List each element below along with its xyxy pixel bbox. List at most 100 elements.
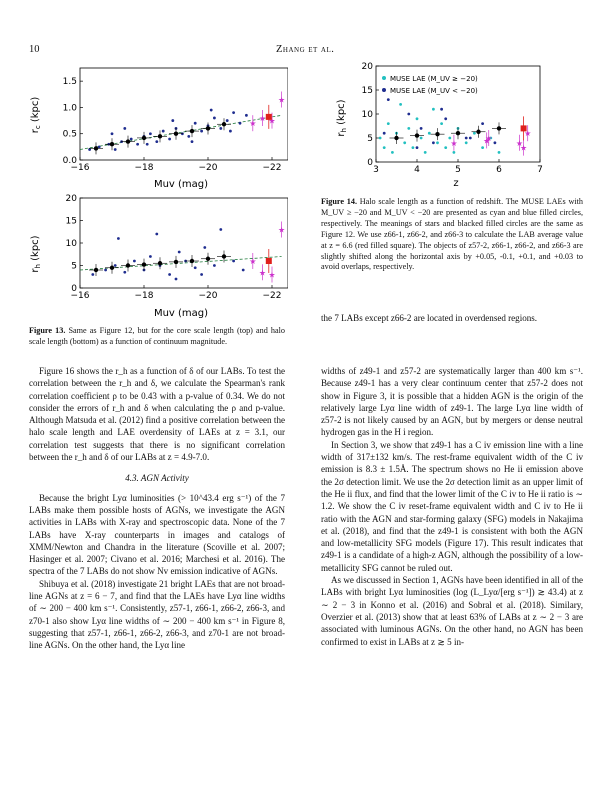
figure14-caption: Figure 14. Halo scale length as a functi… [321, 197, 583, 273]
chart1-ytick-label: 20 [66, 194, 78, 204]
chart2-ytick-label: 10 [362, 110, 374, 120]
chart2-xtick-label: 4 [414, 165, 420, 175]
chart2-xtick-label: 7 [537, 165, 543, 175]
chart2-point [464, 136, 468, 140]
chart1-point [125, 263, 131, 268]
chart1-point [200, 273, 204, 276]
chart2-point [415, 146, 419, 149]
chart2-ylabel: rh (kpc) [336, 99, 348, 136]
left-paragraph-2: Because the bright Lyα luminosities (> 1… [29, 492, 285, 577]
chart2-ytick-label: 15 [362, 86, 373, 96]
chart1-xtick-label: −22 [263, 291, 282, 301]
chart2-point [399, 103, 402, 106]
figure13-bottom-chart: rh (kpc) Muv (mag) −16 −18 −20 −22 0 5 10 15 20 ★… [30, 194, 288, 319]
chart2-point [476, 129, 481, 134]
chart1-point [173, 259, 179, 265]
chart1-xtick-label: −16 [71, 291, 90, 301]
chart2-point [386, 98, 390, 101]
figure13-caption-text: Same as Figure 12, but for the core scal… [29, 326, 286, 346]
chart1-point: ★ [278, 226, 285, 235]
figure14-caption-label: Figure 14. [321, 197, 357, 206]
chart0-point [193, 121, 197, 125]
figure13-caption-label: Figure 13. [29, 326, 66, 335]
chart2-point [391, 151, 394, 154]
chart0-point [168, 137, 172, 141]
chart2-point [473, 131, 476, 135]
right-top-text: the 7 LABs except z66-2 are located in o… [321, 313, 538, 323]
chart0-point [129, 137, 133, 141]
chart2-point [520, 125, 527, 132]
chart2-point: ★ [483, 136, 490, 145]
chart2-point: ★ [485, 134, 492, 143]
chart0-point [187, 134, 191, 138]
page-number: 10 [29, 44, 40, 55]
chart1-point: ★ [249, 257, 256, 266]
chart2-legend-marker [382, 88, 386, 92]
chart2-point [432, 107, 435, 111]
chart1-point [104, 268, 107, 272]
chart1-frame [79, 197, 288, 289]
chart1-point: ★ [259, 268, 266, 277]
chart0-point [219, 127, 223, 130]
chart2-ytick-label: 5 [367, 134, 373, 144]
chart2-point [489, 136, 493, 140]
chart0-point [110, 132, 114, 136]
chart0-point: ★ [278, 96, 285, 105]
chart2-legend-label: MUSE LAE (M_UV ≥ −20) [390, 75, 478, 83]
chart0-point [93, 146, 99, 151]
chart0-point [109, 142, 115, 147]
chart2-point [386, 122, 390, 125]
chart0-point [189, 128, 195, 134]
chart2-xtick-label: 5 [455, 165, 461, 175]
chart1-point [174, 277, 178, 281]
chart2-point [403, 141, 407, 145]
chart2-point [493, 141, 497, 145]
chart1-point [177, 250, 181, 254]
chart1-point [149, 255, 152, 258]
chart2-ytick-label: 20 [362, 62, 374, 72]
chart2-point [427, 131, 431, 135]
chart0-point [245, 113, 248, 117]
chart2-legend-marker [382, 76, 386, 80]
chart0-point [209, 108, 213, 112]
chart2-point [455, 131, 461, 136]
chart2-point [415, 117, 419, 121]
chart2-xtick-label: 3 [373, 165, 379, 175]
chart0-point [171, 119, 175, 122]
chart1-point [109, 265, 115, 270]
chart1-point [123, 270, 127, 274]
chart1-point [203, 246, 207, 249]
left-paragraph-3: Shibuya et al. (2018) investigate 21 bri… [29, 578, 285, 651]
chart2-point [464, 141, 468, 145]
chart2-point [444, 146, 448, 149]
chart2-point [411, 146, 415, 149]
chart2-point [435, 131, 440, 137]
chart0-point [200, 129, 204, 133]
chart2-point: ★ [520, 144, 527, 153]
chart0-point [173, 131, 179, 136]
chart0-xtick-label: −18 [135, 163, 154, 173]
chart1-point [141, 262, 147, 267]
chart2-point [423, 151, 427, 154]
right-column-top: the 7 LABs except z66-2 are located in o… [321, 312, 583, 324]
chart0-point [157, 134, 163, 139]
chart2-xtick-label: 6 [496, 165, 502, 175]
chart2-point [407, 112, 411, 116]
chart0-xlabel: Muv (mag) [154, 179, 208, 190]
chart0-point [265, 113, 272, 120]
chart1-xtick-label: −18 [135, 291, 154, 301]
chart2-point [481, 122, 484, 125]
chart0-point: ★ [259, 114, 266, 123]
chart0-point [125, 139, 131, 144]
chart2-point [436, 141, 439, 145]
chart0-xtick-label: −20 [199, 163, 218, 173]
chart1-point [232, 259, 236, 263]
chart0-point: ★ [249, 119, 256, 128]
chart0-xtick-label: −22 [263, 163, 282, 173]
chart2-point [440, 107, 443, 111]
chart1-point [93, 267, 99, 273]
chart2-point [414, 133, 420, 138]
right-paragraph-3: As we discussed in Section 1, AGNs have … [321, 575, 583, 647]
chart0-xtick-label: −16 [71, 163, 90, 173]
